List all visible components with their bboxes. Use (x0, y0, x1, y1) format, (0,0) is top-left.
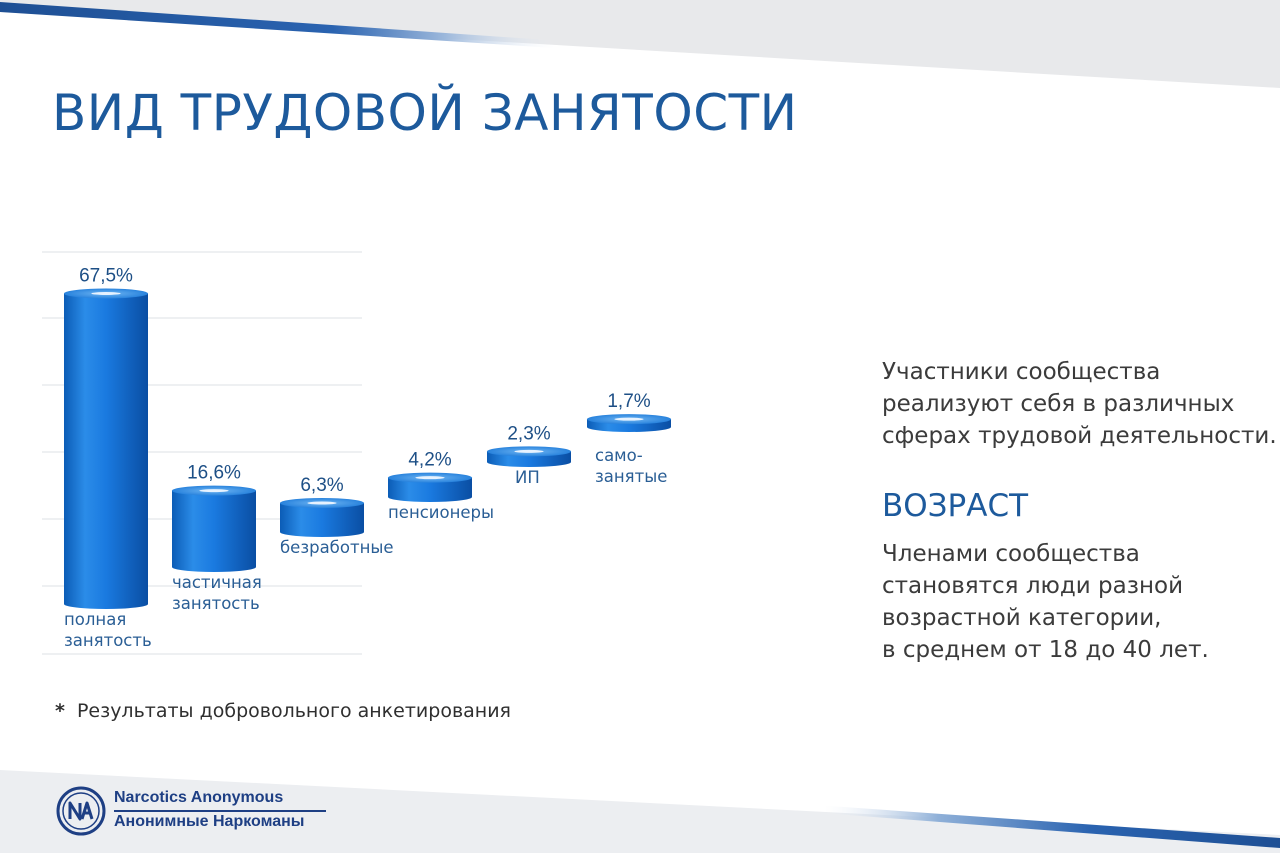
category-label: занятые (595, 467, 667, 486)
bar-value-label: 16,6% (187, 463, 241, 484)
bar-cylinder (587, 414, 671, 432)
bottom-decorative-band (0, 770, 1280, 853)
bar-body (280, 503, 364, 537)
bar-top-highlight (415, 476, 445, 480)
footnote-asterisk: * (55, 700, 65, 722)
bar-top-highlight (307, 501, 337, 505)
bar-cylinder (388, 472, 472, 502)
category-label: пенсионеры (388, 503, 494, 522)
age-line: в среднем от 18 до 40 лет. (882, 637, 1209, 663)
intro-line: сферах трудовой деятельности. (882, 423, 1277, 449)
employment-cylinder-chart: 67,5% полная занятость 16,6% частичная занято… (42, 251, 671, 655)
top-decorative-band (0, 0, 1280, 88)
na-logo-icon (56, 786, 106, 836)
survey-footnote: * Результаты добровольного анкетирования (55, 700, 511, 722)
brand-divider (114, 810, 326, 812)
bar-top-highlight (514, 449, 544, 453)
bar-cylinder (172, 485, 256, 572)
age-line: становятся люди разной (882, 573, 1184, 599)
bar-value-label: 6,3% (300, 475, 343, 496)
category-label: само- (595, 446, 643, 465)
category-label: занятость (64, 631, 152, 650)
category-label: занятость (172, 594, 260, 613)
bar-value-label: 67,5% (79, 266, 133, 287)
bar-body (64, 293, 148, 609)
community-intro-text: Участники сообщества реализуют себя в ра… (882, 356, 1277, 452)
age-heading: ВОЗРАСТ (882, 488, 1029, 524)
bar-cylinder (280, 498, 364, 537)
category-label: полная (64, 610, 126, 629)
category-label: частичная (172, 573, 262, 592)
bar-cylinder (64, 288, 148, 609)
category-label: ИП (515, 468, 540, 487)
footnote-text: Результаты добровольного анкетирования (76, 700, 511, 722)
age-line: Членами сообщества (882, 541, 1140, 567)
bar-cylinder (487, 446, 571, 467)
bar-value-label: 4,2% (408, 450, 451, 471)
slide-title: ВИД ТРУДОВОЙ ЗАНЯТОСТИ (52, 84, 798, 142)
bar-top-highlight (614, 417, 644, 421)
bar-value-label: 2,3% (507, 423, 550, 444)
bar-top-highlight (199, 489, 229, 493)
bar-value-label: 1,7% (607, 391, 650, 412)
intro-line: Участники сообщества (882, 359, 1161, 385)
age-line: возрастной категории, (882, 605, 1162, 631)
brand-name-russian: Анонимные Наркоманы (114, 813, 305, 830)
bar-top-highlight (91, 292, 121, 295)
bar-body (172, 490, 256, 572)
intro-line: реализуют себя в различных (882, 391, 1235, 417)
age-description-text: Членами сообщества становятся люди разно… (882, 538, 1209, 666)
bar-body (388, 477, 472, 502)
brand-name-english: Narcotics Anonymous (114, 789, 284, 806)
category-label: безработные (280, 538, 394, 557)
